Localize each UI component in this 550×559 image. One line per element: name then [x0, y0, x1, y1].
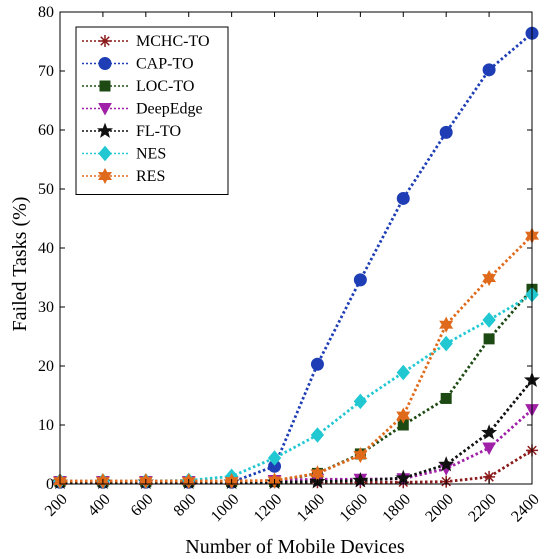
legend-marker: [96, 122, 114, 138]
data-point: [482, 270, 497, 287]
legend-marker: [99, 35, 111, 47]
data-point: [353, 447, 368, 464]
x-tick-label: 1600: [337, 491, 372, 526]
legend-label: DeepEdge: [136, 101, 203, 118]
y-tick-label: 0: [46, 476, 54, 493]
y-tick-label: 50: [38, 181, 54, 198]
legend-marker: [99, 80, 111, 92]
legend-marker: [98, 57, 112, 70]
y-tick-label: 20: [38, 358, 54, 375]
data-point: [353, 273, 367, 287]
y-tick-label: 60: [38, 122, 54, 139]
data-point: [481, 424, 498, 440]
legend-entry: DeepEdge: [82, 101, 203, 118]
series-line: [60, 379, 534, 484]
data-point: [482, 63, 496, 77]
data-point: [396, 191, 410, 205]
data-point: [439, 316, 454, 333]
y-tick-label: 40: [38, 240, 54, 257]
x-tick-label: 2000: [422, 491, 457, 526]
legend-entry: MCHC-TO: [82, 33, 210, 50]
data-point: [267, 450, 282, 466]
legend-label: CAP-TO: [136, 56, 194, 73]
legend-box: [75, 26, 229, 195]
series-line: [60, 32, 533, 484]
legend-marker: [98, 103, 112, 116]
asterisk-stroke: [100, 36, 110, 46]
x-tick-label: 600: [128, 491, 157, 520]
data-point: [353, 393, 368, 410]
x-tick-label: 1000: [208, 491, 243, 526]
series-nes: [53, 286, 539, 489]
x-tick-label: 1200: [251, 491, 286, 526]
data-point: [310, 427, 325, 443]
legend-entry: NES: [82, 146, 166, 163]
data-point: [482, 312, 496, 328]
asterisk-stroke: [484, 472, 494, 482]
legend-label: MCHC-TO: [136, 33, 210, 50]
x-tick-label: 2400: [508, 491, 543, 526]
series-line: [60, 234, 533, 483]
legend-entry: FL-TO: [82, 122, 181, 140]
legend-marker: [98, 167, 112, 185]
series-fl-to: [51, 371, 541, 490]
x-tick-label: 1400: [294, 491, 329, 526]
data-point: [483, 333, 495, 345]
x-axis-label: Number of Mobile Devices: [185, 536, 405, 558]
data-point: [396, 364, 410, 381]
legend-label: FL-TO: [136, 123, 181, 140]
y-tick-label: 70: [38, 63, 54, 80]
legend-entry: LOC-TO: [82, 78, 194, 95]
legend: MCHC-TO CAP-TO LOC-TO DeepEdge FL-TO NES RES: [75, 26, 229, 195]
legend-entry: CAP-TO: [82, 56, 194, 73]
data-point: [439, 335, 453, 352]
x-tick-label: 800: [171, 491, 200, 520]
data-point: [440, 392, 452, 404]
series-res: [53, 227, 539, 490]
y-tick-label: 30: [38, 299, 54, 316]
x-tick-label: 400: [85, 491, 114, 520]
x-tick-label: 1800: [379, 491, 414, 526]
data-point: [310, 357, 324, 371]
y-tick-label: 10: [38, 417, 54, 434]
y-tick-label: 80: [38, 4, 54, 21]
x-tick-label: 200: [42, 491, 71, 520]
data-point: [439, 125, 453, 139]
x-tick-label: 2200: [465, 491, 500, 526]
legend-label: RES: [136, 168, 165, 185]
data-point: [482, 442, 496, 456]
series-line: [60, 408, 533, 484]
series-loc-to: [54, 283, 538, 488]
legend-entry: RES: [82, 167, 165, 185]
data-point: [438, 456, 455, 472]
y-axis-label: Failed Tasks (%): [9, 197, 31, 332]
legend-label: NES: [136, 146, 166, 163]
data-point: [396, 407, 411, 424]
legend-label: LOC-TO: [136, 78, 194, 95]
legend-marker: [98, 145, 112, 162]
